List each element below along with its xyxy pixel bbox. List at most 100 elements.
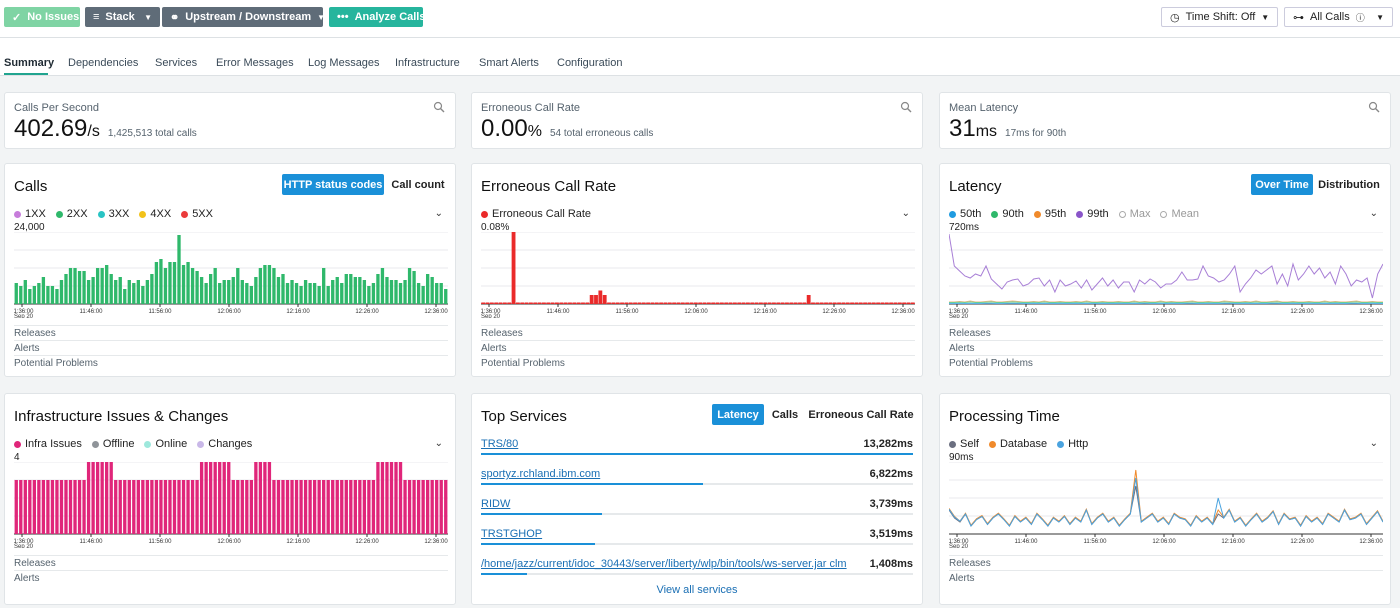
legend-item[interactable]: 4XX bbox=[139, 208, 171, 220]
bar bbox=[213, 268, 217, 304]
series-line-database bbox=[949, 469, 1383, 527]
bar bbox=[806, 295, 811, 304]
bar bbox=[863, 302, 868, 304]
chevron-down-icon[interactable]: ⌄ bbox=[901, 208, 910, 219]
chevron-down-icon[interactable]: ⌄ bbox=[1369, 208, 1378, 219]
legend-item[interactable]: Max bbox=[1118, 208, 1150, 220]
x-tick-label: 12:16:00 bbox=[286, 309, 310, 315]
legend-item[interactable]: 50th bbox=[949, 208, 981, 220]
bar bbox=[77, 271, 82, 304]
legend-item[interactable]: 2XX bbox=[55, 208, 88, 220]
bar bbox=[181, 265, 186, 304]
bar bbox=[105, 462, 109, 534]
bar bbox=[362, 480, 367, 534]
service-name-link[interactable]: TRS/80 bbox=[481, 438, 519, 450]
service-row[interactable]: TRS/80 13,282ms bbox=[481, 438, 913, 455]
x-tick-label: 11:56:00 bbox=[149, 539, 173, 545]
zoom-icon[interactable] bbox=[900, 101, 912, 113]
legend-item[interactable]: Online bbox=[144, 438, 187, 450]
legend-item[interactable]: Database bbox=[988, 438, 1047, 450]
legend-item[interactable]: Infra Issues bbox=[14, 438, 82, 450]
http-status-codes-button[interactable]: HTTP status codes bbox=[282, 174, 384, 195]
all-calls-dropdown[interactable]: ⊶ All Calls ⓘ ▼ bbox=[1284, 7, 1393, 27]
bar bbox=[150, 274, 154, 304]
latency-tab-button[interactable]: Latency bbox=[712, 404, 764, 425]
legend-item[interactable]: 95th bbox=[1033, 208, 1066, 220]
tab-summary[interactable]: Summary bbox=[4, 57, 55, 69]
bar bbox=[258, 462, 263, 534]
service-name-link[interactable]: RIDW bbox=[481, 498, 511, 510]
bar bbox=[385, 462, 389, 534]
bar bbox=[407, 480, 412, 534]
legend-item[interactable]: Changes bbox=[197, 438, 252, 450]
legend-swatch bbox=[949, 440, 956, 448]
tab-configuration[interactable]: Configuration bbox=[557, 57, 623, 69]
bar bbox=[435, 480, 439, 534]
chevron-down-icon[interactable]: ⌄ bbox=[1369, 438, 1378, 449]
tab-infrastructure[interactable]: Infrastructure bbox=[395, 57, 460, 69]
bar bbox=[95, 268, 100, 304]
service-row[interactable]: TRSTGHOP 3,519ms bbox=[481, 528, 913, 545]
call-count-button[interactable]: Call count bbox=[388, 174, 448, 195]
calls-tab-button[interactable]: Calls bbox=[768, 404, 802, 425]
legend-item[interactable]: Erroneous Call Rate bbox=[481, 208, 591, 220]
tab-log-messages[interactable]: Log Messages bbox=[308, 57, 380, 69]
legend-item[interactable]: Http bbox=[1057, 438, 1088, 450]
bar bbox=[331, 480, 335, 534]
service-latency-value: 13,282ms bbox=[863, 438, 913, 450]
tab-smart-alerts[interactable]: Smart Alerts bbox=[479, 57, 539, 69]
bar bbox=[303, 280, 308, 304]
service-name-link[interactable]: sportyz.rchland.ibm.com bbox=[481, 468, 601, 480]
bar bbox=[190, 268, 195, 304]
legend-item[interactable]: 1XX bbox=[14, 208, 46, 220]
legend-item[interactable]: 5XX bbox=[181, 208, 213, 220]
over-time-button[interactable]: Over Time bbox=[1251, 174, 1313, 195]
legend-swatch bbox=[55, 210, 63, 218]
stack-dropdown[interactable]: ≡ Stack ▼ bbox=[85, 7, 160, 27]
legend-item[interactable]: Self bbox=[949, 438, 979, 450]
bar bbox=[550, 302, 555, 304]
distribution-button[interactable]: Distribution bbox=[1316, 174, 1382, 195]
upstream-downstream-dropdown[interactable]: ⚭ Upstream / Downstream ▼ bbox=[162, 7, 325, 27]
bar bbox=[515, 302, 520, 304]
service-row[interactable]: RIDW 3,739ms bbox=[481, 498, 913, 515]
legend-item[interactable]: 3XX bbox=[97, 208, 129, 220]
bar bbox=[23, 480, 27, 534]
bar bbox=[312, 283, 317, 304]
row-label-alerts: Alerts bbox=[14, 343, 40, 354]
row-label-alerts: Alerts bbox=[481, 343, 507, 354]
erroneous-call-rate-tab-button[interactable]: Erroneous Call Rate bbox=[806, 404, 916, 425]
time-shift-dropdown[interactable]: ◷ Time Shift: Off ▼ bbox=[1161, 7, 1278, 27]
bar bbox=[19, 286, 23, 304]
view-all-services-link[interactable]: View all services bbox=[656, 584, 738, 596]
row-label-releases: Releases bbox=[949, 328, 991, 339]
zoom-icon[interactable] bbox=[433, 101, 445, 113]
service-latency-value: 1,408ms bbox=[869, 558, 913, 570]
processing-time-line-chart: 11:36:00 11:46:00 11:56:00 12:06:00 12:16:00… bbox=[949, 462, 1383, 548]
tab-dependencies[interactable]: Dependencies bbox=[68, 57, 139, 69]
analyze-calls-button[interactable]: ••• Analyze Calls bbox=[329, 7, 425, 27]
no-issues-button[interactable]: ✓ No Issues bbox=[4, 7, 80, 27]
bar bbox=[841, 302, 846, 304]
tab-services[interactable]: Services bbox=[155, 57, 198, 69]
legend-item[interactable]: 90th bbox=[991, 208, 1024, 220]
x-tick-label: 12:06:00 bbox=[1152, 309, 1176, 315]
bar bbox=[641, 302, 646, 304]
zoom-icon[interactable] bbox=[1368, 101, 1380, 113]
bar bbox=[136, 280, 140, 304]
bar bbox=[100, 462, 104, 534]
chevron-down-icon[interactable]: ⌄ bbox=[434, 438, 443, 449]
service-name-link[interactable]: /home/jazz/current/idoc_30443/server/lib… bbox=[481, 558, 847, 570]
legend-item[interactable]: Mean bbox=[1160, 208, 1199, 220]
service-row[interactable]: /home/jazz/current/idoc_30443/server/lib… bbox=[481, 558, 913, 575]
service-row[interactable]: sportyz.rchland.ibm.com 6,822ms bbox=[481, 468, 913, 485]
legend-item[interactable]: 99th bbox=[1076, 208, 1109, 220]
bar bbox=[46, 286, 50, 304]
bar bbox=[236, 268, 240, 304]
legend-item[interactable]: Offline bbox=[91, 438, 134, 450]
chevron-down-icon[interactable]: ⌄ bbox=[434, 208, 443, 219]
tab-error-messages[interactable]: Error Messages bbox=[216, 57, 294, 69]
bar bbox=[394, 462, 398, 534]
bar bbox=[272, 480, 276, 534]
service-name-link[interactable]: TRSTGHOP bbox=[481, 528, 543, 540]
